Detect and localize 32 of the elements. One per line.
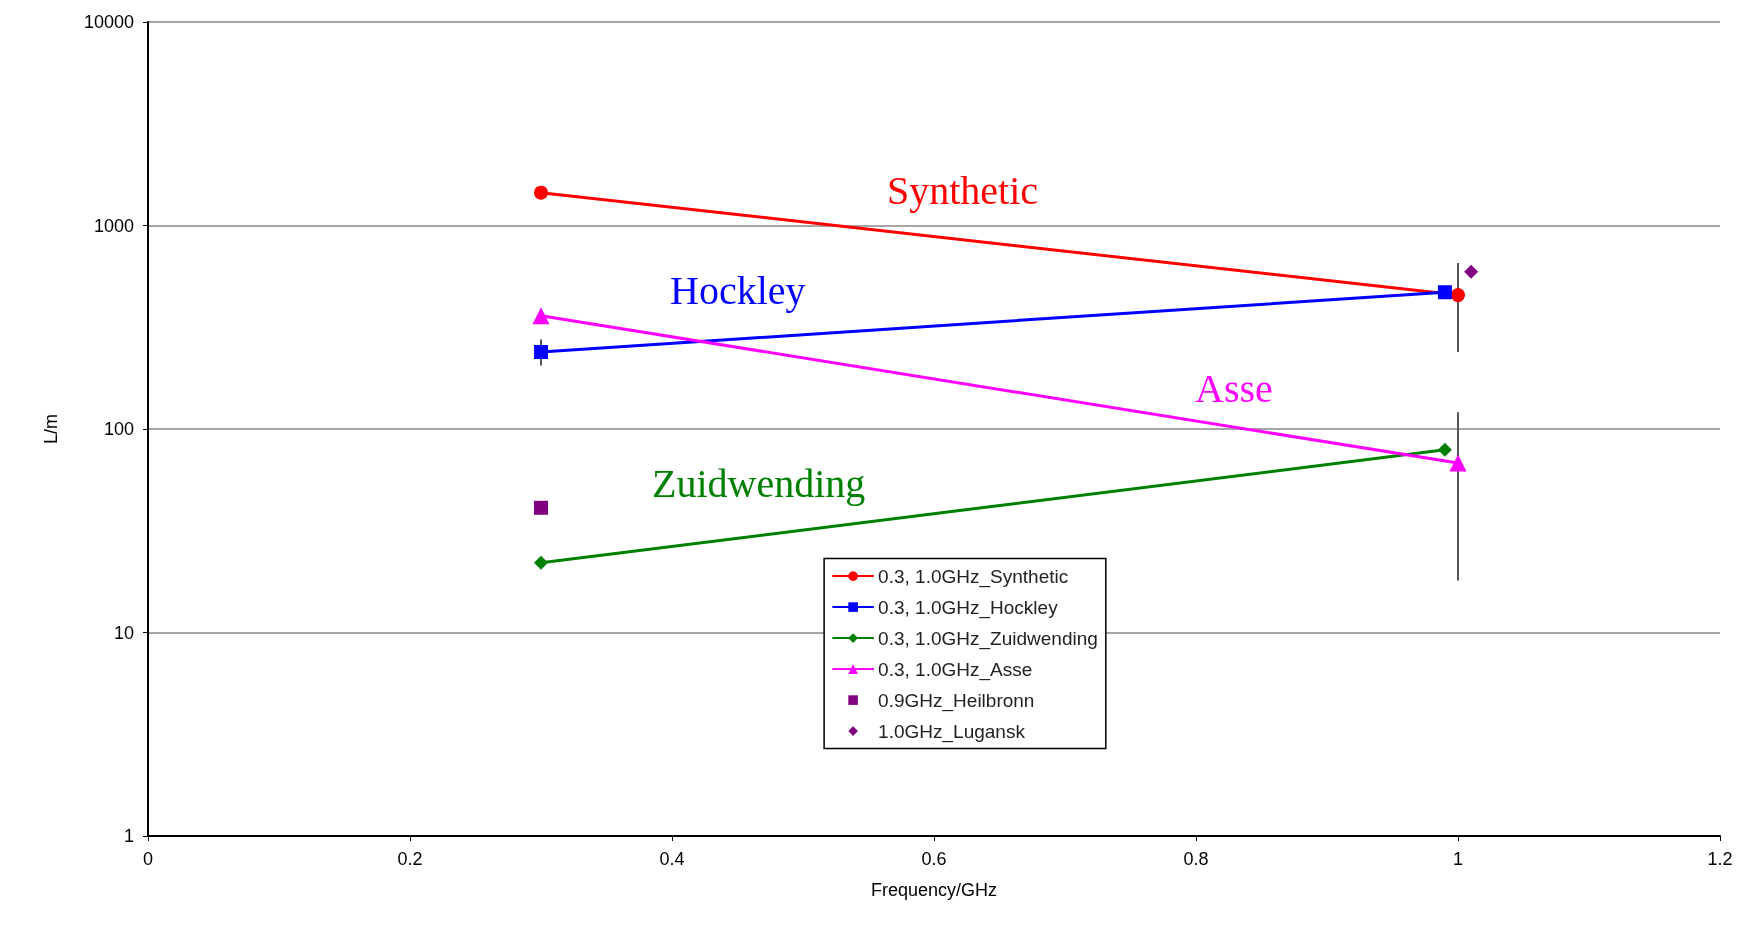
x-tick-label: 0.8: [1183, 849, 1209, 869]
x-tick-label: 1.2: [1707, 849, 1733, 869]
y-tick-label: 10000: [83, 12, 134, 32]
x-axis-title: Frequency/GHz: [870, 880, 998, 900]
y-tick-label: 1000: [93, 215, 134, 236]
point: [534, 500, 548, 515]
annotation: Asse: [1195, 365, 1273, 411]
point: [1437, 442, 1452, 457]
point: [534, 345, 548, 359]
y-tick-label: 10: [113, 622, 134, 643]
legend-label: 0.3, 1.0GHz_Hockley: [878, 596, 1059, 619]
point: [1464, 264, 1479, 279]
x-tick-label: 0: [142, 849, 154, 869]
legend-label: 0.9GHz_Heilbronn: [878, 689, 1035, 712]
legend-label: 0.3, 1.0GHz_Zuidwending: [878, 627, 1098, 650]
point: [534, 185, 548, 200]
legend-label: 0.3, 1.0GHz_Synthetic: [878, 565, 1069, 588]
point: [534, 555, 548, 570]
legend-label: 0.3, 1.0GHz_Asse: [878, 658, 1033, 681]
x-tick-label: 0.2: [397, 849, 423, 869]
point: [1437, 285, 1452, 300]
annotation: Synthetic: [887, 167, 1039, 213]
annotation: Hockley: [670, 267, 806, 313]
x-tick-label: 0.6: [921, 849, 947, 869]
annotation: Zuidwending: [652, 460, 866, 506]
y-tick-label: 1: [123, 826, 134, 846]
point: [1451, 288, 1465, 303]
y-axis-title: L/m: [41, 413, 61, 445]
legend-label: 1.0GHz_Lugansk: [878, 720, 1026, 743]
x-tick-label: 1: [1452, 849, 1464, 869]
x-tick-label: 0.4: [659, 849, 685, 869]
y-tick-label: 100: [103, 419, 134, 439]
